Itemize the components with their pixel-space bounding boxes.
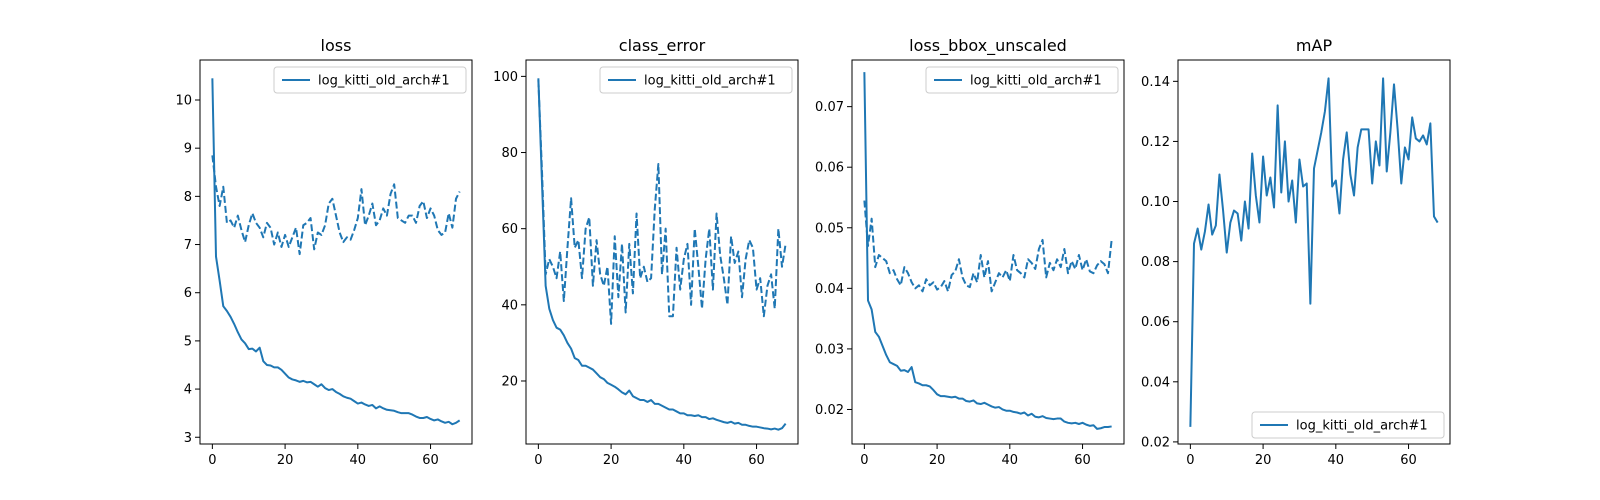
legend-label: log_kitti_old_arch#1 xyxy=(970,74,1102,89)
legend-box xyxy=(925,66,1119,94)
legend: log_kitti_old_arch#1 xyxy=(925,66,1119,94)
y-tick-label: 0.08 xyxy=(1141,255,1170,270)
axes-frame xyxy=(1177,59,1451,445)
y-tick-label: 9 xyxy=(184,142,192,157)
y-tick-label: 0.04 xyxy=(1141,375,1170,390)
legend-box xyxy=(599,66,793,94)
x-tick-label: 20 xyxy=(277,453,294,468)
x-tick-label: 60 xyxy=(1074,453,1091,468)
y-tick-label: 20 xyxy=(501,374,518,389)
series-line-dashed xyxy=(537,80,787,325)
y-tick-label: 40 xyxy=(501,298,518,313)
y-tick-label: 0.06 xyxy=(1141,315,1170,330)
x-tick-label: 20 xyxy=(603,453,620,468)
x-tick-label: 0 xyxy=(1186,453,1194,468)
chart-panel-3: 0 20 40 60 0.02 0.04 0.06 0.08 0.10 0.12 0.14 mAP lo… xyxy=(1141,36,1451,468)
y-tick-label: 0.04 xyxy=(815,282,844,297)
x-tick-label: 40 xyxy=(350,453,367,468)
y-tick-label: 5 xyxy=(184,334,192,349)
axes-frame xyxy=(851,59,1125,445)
x-tick-label: 60 xyxy=(748,453,765,468)
x-tick-label: 20 xyxy=(929,453,946,468)
legend-label: log_kitti_old_arch#1 xyxy=(1296,419,1428,434)
y-tick-label: 0.03 xyxy=(815,342,844,357)
y-tick-label: 100 xyxy=(493,70,518,85)
y-tick-label: 4 xyxy=(184,383,192,398)
y-tick-label: 80 xyxy=(501,146,518,161)
y-tick-label: 8 xyxy=(184,190,192,205)
series-line-dashed xyxy=(211,155,461,256)
chart-title: loss xyxy=(321,36,352,55)
series-line-solid xyxy=(1189,77,1439,427)
legend: log_kitti_old_arch#1 xyxy=(1251,411,1445,439)
legend: log_kitti_old_arch#1 xyxy=(599,66,793,94)
legend-label: log_kitti_old_arch#1 xyxy=(644,74,776,89)
x-tick-label: 20 xyxy=(1255,453,1272,468)
y-tick-label: 0.06 xyxy=(815,161,844,176)
x-tick-label: 40 xyxy=(1002,453,1019,468)
chart-panel-2: 0 20 40 60 0.02 0.03 0.04 0.05 0.06 0.07 loss_bbox… xyxy=(815,36,1125,468)
x-tick-label: 60 xyxy=(422,453,439,468)
chart-title: class_error xyxy=(619,36,706,56)
series-line-solid xyxy=(863,72,1112,430)
y-tick-label: 0.05 xyxy=(815,221,844,236)
axes-frame xyxy=(199,59,473,445)
series-line-solid xyxy=(211,78,461,426)
chart-title: mAP xyxy=(1296,36,1333,55)
y-tick-label: 0.07 xyxy=(815,100,844,115)
y-tick-label: 0.14 xyxy=(1141,75,1170,90)
x-tick-label: 0 xyxy=(208,453,216,468)
y-tick-label: 6 xyxy=(184,286,192,301)
y-tick-label: 60 xyxy=(501,222,518,237)
y-tick-label: 3 xyxy=(184,431,192,446)
x-tick-label: 0 xyxy=(860,453,868,468)
x-tick-label: 40 xyxy=(676,453,693,468)
series-line-dashed xyxy=(863,200,1113,293)
y-tick-label: 0.02 xyxy=(815,403,844,418)
x-tick-label: 40 xyxy=(1328,453,1345,468)
legend: log_kitti_old_arch#1 xyxy=(273,66,467,94)
chart-panel-1: 0 20 40 60 20 40 60 80 100 class_error log_kitti_o… xyxy=(493,36,799,468)
y-tick-label: 7 xyxy=(184,238,192,253)
series-line-solid xyxy=(537,78,787,431)
y-tick-label: 0.02 xyxy=(1141,435,1170,450)
x-tick-label: 60 xyxy=(1400,453,1417,468)
chart-title: loss_bbox_unscaled xyxy=(909,36,1067,56)
y-tick-label: 0.12 xyxy=(1141,135,1170,150)
y-tick-label: 0.10 xyxy=(1141,195,1170,210)
legend-box xyxy=(1251,411,1445,439)
legend-box xyxy=(273,66,467,94)
axes-frame xyxy=(525,59,799,445)
legend-label: log_kitti_old_arch#1 xyxy=(318,74,450,89)
y-tick-label: 10 xyxy=(175,93,192,108)
chart-panel-0: 0 20 40 60 3 4 5 6 7 8 9 10 loss log_kitti_old_arch#1 xyxy=(175,36,473,468)
x-tick-label: 0 xyxy=(534,453,542,468)
